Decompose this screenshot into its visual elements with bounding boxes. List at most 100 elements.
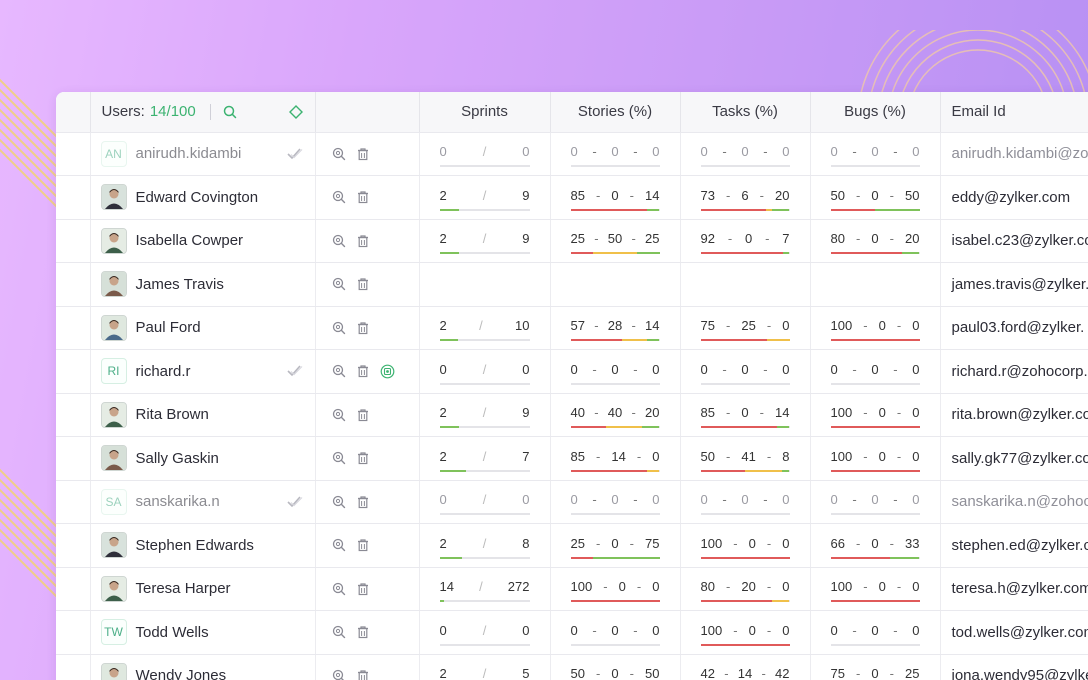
user-cell[interactable]: James Travis: [90, 262, 316, 307]
user-cell[interactable]: Sally Gaskin: [90, 436, 316, 481]
tasks-column-header[interactable]: Tasks (%): [680, 92, 811, 133]
zoom-icon[interactable]: [332, 277, 346, 291]
trash-icon[interactable]: [356, 277, 370, 291]
user-name[interactable]: Todd Wells: [135, 623, 209, 641]
zoom-icon[interactable]: [332, 364, 346, 378]
stories-value: 0: [611, 361, 619, 377]
user-name[interactable]: James Travis: [135, 275, 224, 293]
user-cell[interactable]: Teresa Harper: [90, 567, 316, 611]
user-cell[interactable]: Stephen Edwards: [90, 523, 316, 568]
user-cell[interactable]: AN anirudh.kidambi: [90, 132, 316, 176]
bugs-value: 100: [830, 579, 853, 595]
trash-icon[interactable]: [356, 582, 370, 596]
trash-icon[interactable]: [356, 408, 370, 422]
check-icon: [286, 148, 303, 160]
zoom-icon[interactable]: [332, 408, 346, 422]
tasks-value: 25: [741, 318, 756, 334]
table-row[interactable]: Sally Gaskin 2/7 85-14-0 50-41-8 100-0-0 sall…: [56, 436, 1088, 481]
trash-icon[interactable]: [356, 495, 370, 509]
table-row[interactable]: Paul Ford 2/10 57-28-14 75-25-0 100-0-0 paul0…: [56, 306, 1088, 350]
zoom-icon[interactable]: [332, 538, 346, 552]
table-row[interactable]: AN anirudh.kidambi 0/0 0-0-0 0-0-0 0-0-0 aniru…: [56, 132, 1088, 176]
user-name[interactable]: sanskarika.n: [135, 493, 220, 511]
row-select-cell[interactable]: [56, 480, 91, 524]
row-select-cell[interactable]: [56, 306, 91, 350]
search-icon[interactable]: [223, 105, 237, 119]
stories-cell: [550, 262, 681, 307]
table-row[interactable]: Teresa Harper 14/272 100-0-0 80-20-0 100-0-0…: [56, 567, 1088, 611]
user-name[interactable]: Edward Covington: [135, 188, 259, 206]
zoom-icon[interactable]: [332, 582, 346, 596]
table-row[interactable]: RI richard.r 0/0 0-0-0 0-0-0 0-0-0 richard.r@z…: [56, 349, 1088, 394]
user-name[interactable]: Paul Ford: [135, 319, 201, 337]
sprints-progress-segment: [439, 469, 466, 472]
diamond-icon[interactable]: [288, 104, 303, 119]
value-separator: -: [633, 144, 638, 160]
user-cell[interactable]: Paul Ford: [90, 306, 316, 350]
row-select-cell[interactable]: [56, 610, 91, 655]
user-cell[interactable]: Rita Brown: [90, 393, 316, 437]
user-cell[interactable]: Edward Covington: [90, 175, 316, 220]
user-name[interactable]: anirudh.kidambi: [135, 145, 242, 163]
row-select-cell[interactable]: [56, 654, 91, 680]
table-row[interactable]: Wendy Jones 2/5 50-0-50 42-14-42 75-0-25 jona…: [56, 654, 1088, 680]
bugs-value: 0: [912, 318, 920, 334]
trash-icon[interactable]: [356, 190, 370, 204]
zoom-icon[interactable]: [332, 495, 346, 509]
zoom-icon[interactable]: [332, 147, 346, 161]
user-name[interactable]: richard.r: [135, 362, 191, 380]
sprints-total: 0: [522, 492, 530, 508]
zoom-icon[interactable]: [332, 669, 346, 680]
table-row[interactable]: Stephen Edwards 2/8 25-0-75 100-0-0 66-0-33 s…: [56, 523, 1088, 568]
row-select-cell[interactable]: [56, 523, 91, 568]
user-cell[interactable]: SA sanskarika.n: [90, 480, 316, 524]
bugs-value: 100: [830, 405, 853, 421]
row-select-cell[interactable]: [56, 393, 91, 437]
user-cell[interactable]: Isabella Cowper: [90, 219, 316, 263]
trash-icon[interactable]: [356, 364, 370, 378]
row-select-cell[interactable]: [56, 567, 91, 611]
zoom-icon[interactable]: [332, 321, 346, 335]
table-row[interactable]: Rita Brown 2/9 40-40-20 85-0-14 100-0-0 rita.…: [56, 393, 1088, 437]
user-cell[interactable]: RI richard.r: [90, 349, 316, 394]
row-select-cell[interactable]: [56, 436, 91, 481]
bugs-column-header[interactable]: Bugs (%): [810, 92, 941, 133]
row-select-cell[interactable]: [56, 349, 91, 394]
user-name[interactable]: Isabella Cowper: [135, 232, 244, 250]
row-select-cell[interactable]: [56, 219, 91, 263]
user-name[interactable]: Stephen Edwards: [135, 536, 254, 554]
user-cell[interactable]: Wendy Jones: [90, 654, 316, 680]
row-select-cell[interactable]: [56, 175, 91, 220]
zoom-icon[interactable]: [332, 625, 346, 639]
activate-icon[interactable]: [380, 364, 395, 379]
user-name[interactable]: Teresa Harper: [135, 580, 231, 598]
user-name[interactable]: Sally Gaskin: [135, 449, 219, 467]
stories-column-header[interactable]: Stories (%): [550, 92, 681, 133]
users-column-header: Users: 14/100: [90, 92, 316, 133]
value-separator: -: [893, 144, 898, 160]
user-name[interactable]: Rita Brown: [135, 406, 209, 424]
zoom-icon[interactable]: [332, 234, 346, 248]
trash-icon[interactable]: [356, 321, 370, 335]
table-row[interactable]: James Travis james.travis@zylker.: [56, 262, 1088, 307]
trash-icon[interactable]: [356, 669, 370, 680]
sprints-column-header[interactable]: Sprints: [419, 92, 551, 133]
row-select-cell[interactable]: [56, 132, 91, 176]
email-column-header[interactable]: Email Id: [940, 92, 1088, 133]
row-select-cell[interactable]: [56, 262, 91, 307]
user-cell[interactable]: TW Todd Wells: [90, 610, 316, 655]
table-row[interactable]: Edward Covington 2/9 85-0-14 73-6-20 50-0-50…: [56, 175, 1088, 220]
trash-icon[interactable]: [356, 234, 370, 248]
trash-icon[interactable]: [356, 147, 370, 161]
trash-icon[interactable]: [356, 538, 370, 552]
user-name[interactable]: Wendy Jones: [135, 667, 227, 680]
table-row[interactable]: TW Todd Wells 0/0 0-0-0 100-0-0 0-0-0 tod.well…: [56, 610, 1088, 655]
table-row[interactable]: SA sanskarika.n 0/0 0-0-0 0-0-0 0-0-0 sanskari…: [56, 480, 1088, 524]
zoom-icon[interactable]: [332, 190, 346, 204]
trash-icon[interactable]: [356, 625, 370, 639]
table-row[interactable]: Isabella Cowper 2/9 25-50-25 92-0-7 80-0-20 i…: [56, 219, 1088, 263]
bugs-progress-bar: [830, 513, 920, 516]
zoom-icon[interactable]: [332, 451, 346, 465]
trash-icon[interactable]: [356, 451, 370, 465]
value-separator: -: [766, 448, 772, 464]
